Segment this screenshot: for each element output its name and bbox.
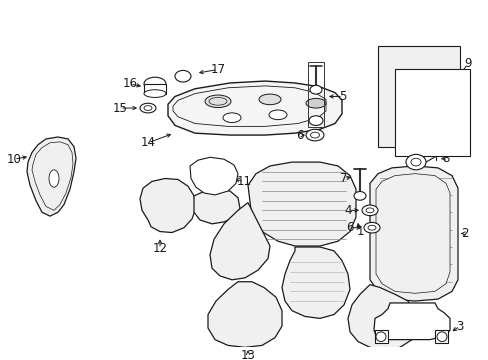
Polygon shape bbox=[207, 282, 282, 347]
Bar bbox=[377, 46, 459, 147]
Polygon shape bbox=[373, 303, 449, 339]
Bar bbox=[143, 84, 165, 94]
Polygon shape bbox=[347, 285, 417, 349]
Ellipse shape bbox=[410, 158, 420, 166]
Polygon shape bbox=[434, 330, 447, 343]
Ellipse shape bbox=[204, 95, 230, 108]
Text: 8: 8 bbox=[442, 152, 449, 165]
Bar bbox=[394, 69, 469, 156]
Text: 12: 12 bbox=[152, 242, 167, 256]
Polygon shape bbox=[247, 162, 355, 246]
Ellipse shape bbox=[208, 98, 226, 105]
Ellipse shape bbox=[436, 332, 446, 342]
Ellipse shape bbox=[309, 85, 321, 94]
Ellipse shape bbox=[365, 208, 373, 213]
Ellipse shape bbox=[353, 192, 365, 200]
Text: 3: 3 bbox=[455, 320, 463, 333]
Ellipse shape bbox=[268, 110, 286, 120]
Text: 14: 14 bbox=[140, 136, 155, 149]
Polygon shape bbox=[190, 157, 238, 195]
Text: 13: 13 bbox=[240, 348, 255, 360]
Text: 5: 5 bbox=[339, 90, 346, 103]
Polygon shape bbox=[369, 166, 457, 301]
Ellipse shape bbox=[143, 105, 152, 111]
Ellipse shape bbox=[305, 98, 325, 108]
Polygon shape bbox=[375, 174, 449, 293]
Ellipse shape bbox=[223, 113, 241, 122]
Polygon shape bbox=[168, 81, 341, 135]
Polygon shape bbox=[374, 330, 387, 343]
Ellipse shape bbox=[305, 129, 324, 141]
Ellipse shape bbox=[308, 116, 323, 125]
Text: 1: 1 bbox=[356, 225, 363, 238]
Polygon shape bbox=[194, 189, 240, 224]
Text: 6: 6 bbox=[346, 221, 353, 234]
Polygon shape bbox=[173, 86, 325, 126]
Text: 17: 17 bbox=[210, 63, 225, 76]
Ellipse shape bbox=[140, 103, 156, 113]
Ellipse shape bbox=[405, 154, 425, 170]
Text: 7: 7 bbox=[340, 172, 347, 185]
Polygon shape bbox=[209, 203, 269, 280]
Ellipse shape bbox=[375, 332, 385, 342]
Ellipse shape bbox=[310, 132, 319, 138]
Text: 16: 16 bbox=[122, 77, 137, 90]
Ellipse shape bbox=[363, 222, 379, 233]
Text: 6: 6 bbox=[296, 129, 303, 141]
Ellipse shape bbox=[175, 71, 191, 82]
Polygon shape bbox=[140, 179, 196, 233]
Ellipse shape bbox=[259, 94, 281, 105]
Text: 2: 2 bbox=[460, 227, 468, 240]
Text: 10: 10 bbox=[6, 153, 21, 166]
Text: 11: 11 bbox=[236, 175, 251, 188]
Ellipse shape bbox=[143, 77, 165, 91]
Text: 9: 9 bbox=[463, 57, 471, 70]
Polygon shape bbox=[27, 137, 76, 216]
Ellipse shape bbox=[367, 225, 375, 230]
Ellipse shape bbox=[361, 205, 377, 216]
Text: 15: 15 bbox=[112, 102, 127, 114]
Ellipse shape bbox=[143, 90, 165, 98]
Bar bbox=[307, 62, 324, 127]
Ellipse shape bbox=[49, 170, 59, 187]
Polygon shape bbox=[282, 247, 349, 318]
Text: 4: 4 bbox=[344, 204, 351, 217]
Polygon shape bbox=[32, 142, 73, 210]
